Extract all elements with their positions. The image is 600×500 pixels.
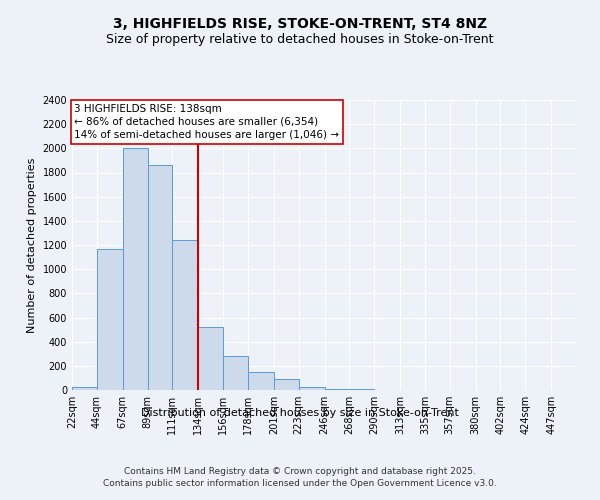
Text: Distribution of detached houses by size in Stoke-on-Trent: Distribution of detached houses by size …: [141, 408, 459, 418]
Bar: [274, 378, 299, 390]
Bar: [123, 148, 148, 390]
Bar: [223, 356, 248, 390]
Bar: [299, 387, 325, 390]
Bar: [325, 389, 349, 390]
Text: 3, HIGHFIELDS RISE, STOKE-ON-TRENT, ST4 8NZ: 3, HIGHFIELDS RISE, STOKE-ON-TRENT, ST4 …: [113, 18, 487, 32]
Y-axis label: Number of detached properties: Number of detached properties: [27, 158, 37, 332]
Bar: [148, 165, 172, 390]
Bar: [172, 240, 198, 390]
Text: Size of property relative to detached houses in Stoke-on-Trent: Size of property relative to detached ho…: [106, 32, 494, 46]
Bar: [72, 387, 97, 390]
Text: Contains HM Land Registry data © Crown copyright and database right 2025.
Contai: Contains HM Land Registry data © Crown c…: [103, 466, 497, 487]
Bar: [97, 248, 123, 390]
Bar: [198, 327, 223, 390]
Bar: [248, 372, 274, 390]
Text: 3 HIGHFIELDS RISE: 138sqm
← 86% of detached houses are smaller (6,354)
14% of se: 3 HIGHFIELDS RISE: 138sqm ← 86% of detac…: [74, 104, 339, 140]
